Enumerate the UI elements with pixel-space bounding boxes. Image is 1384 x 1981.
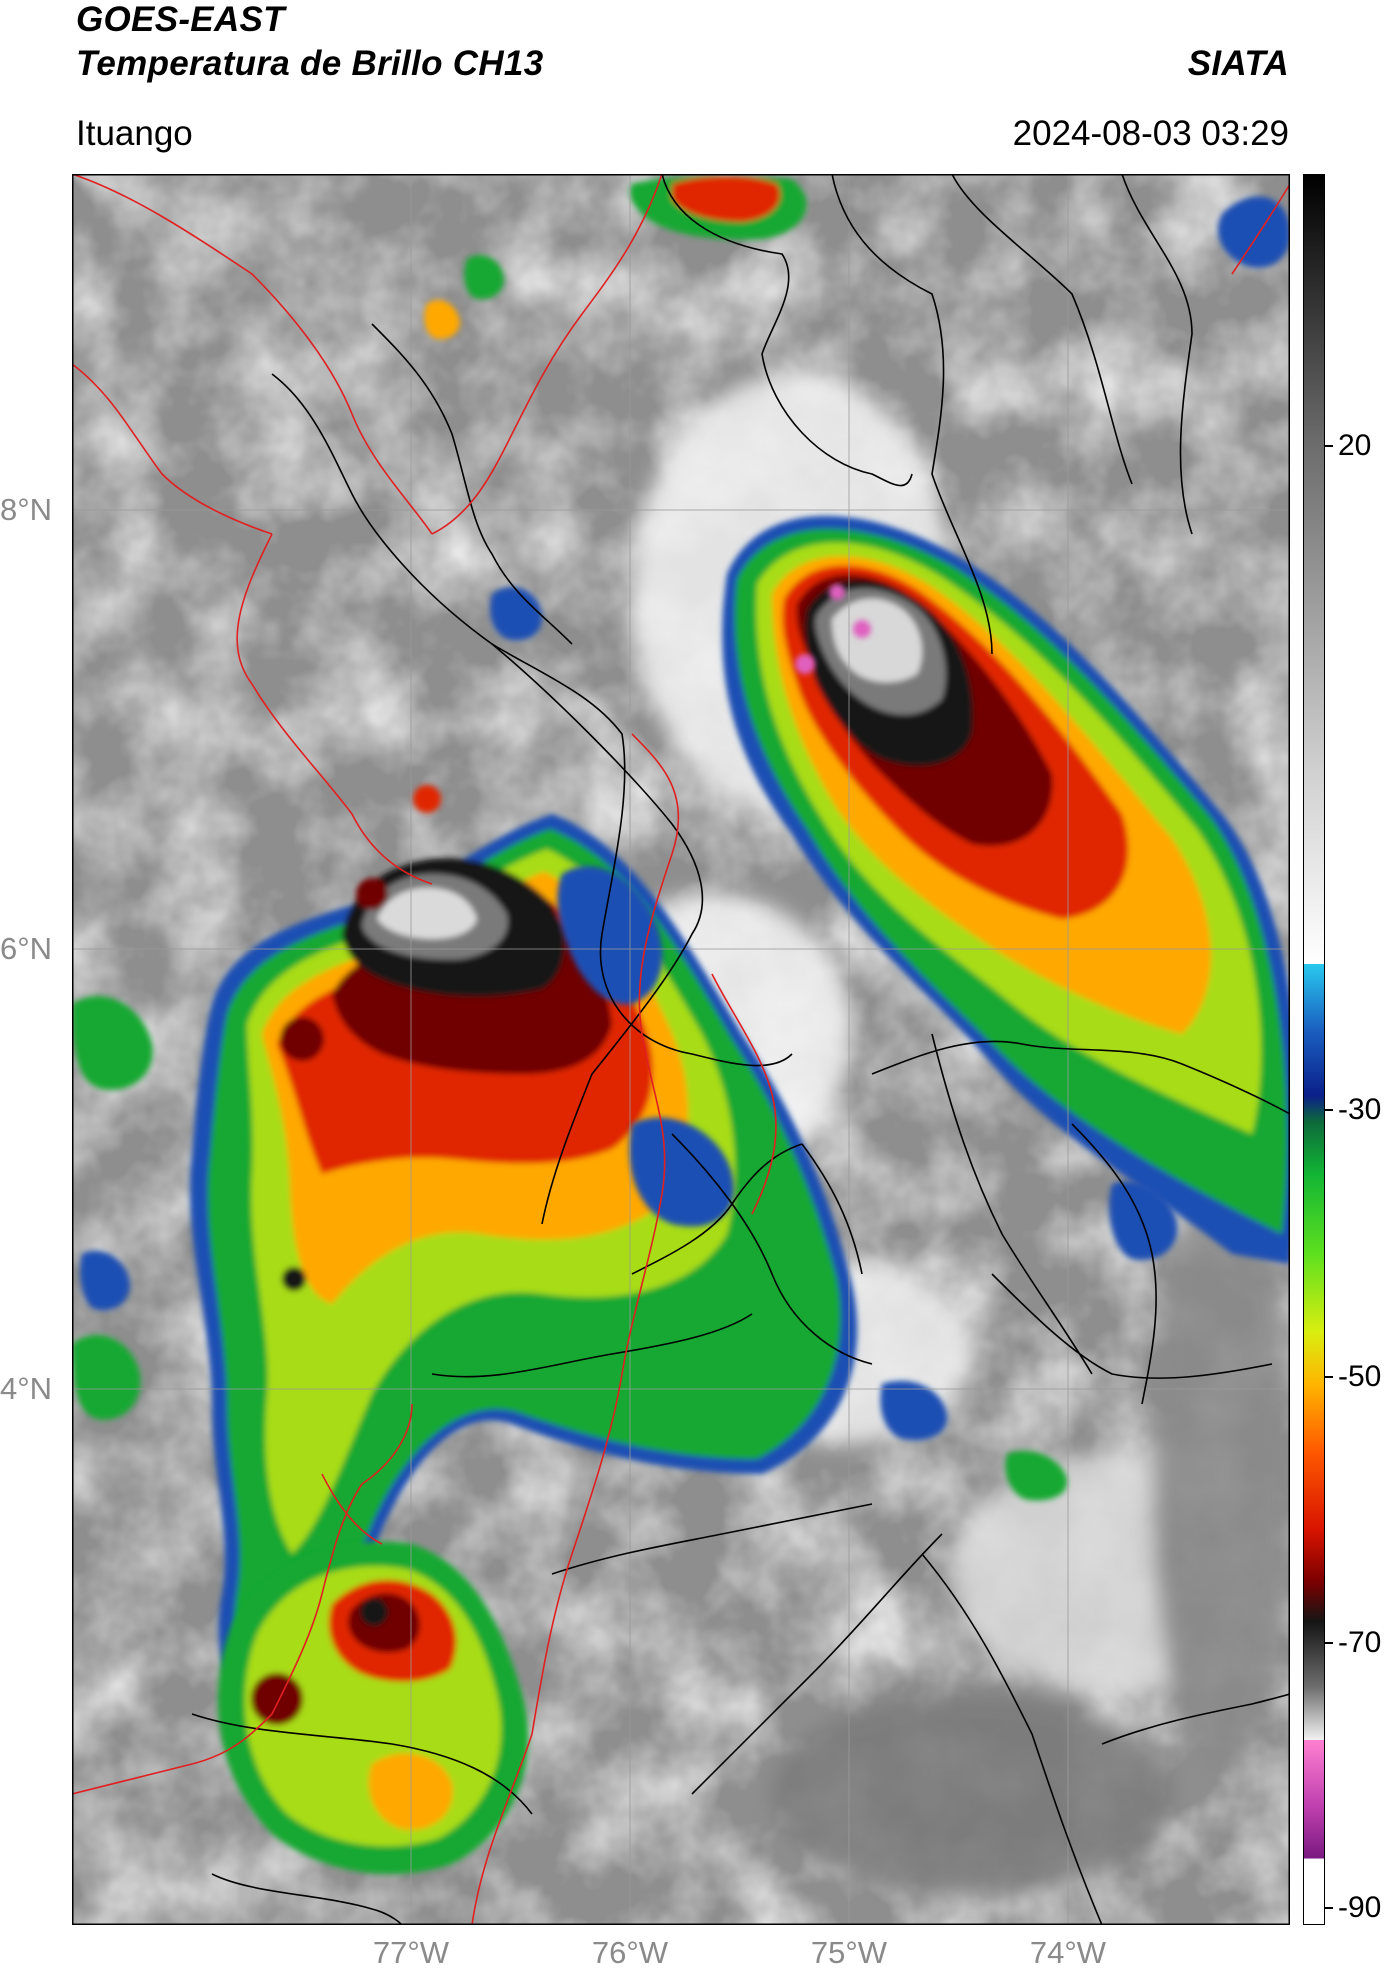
storm-cell-western: [189, 785, 858, 1734]
international-borders: [72, 174, 1290, 1925]
brightness-temperature-map: [72, 174, 1290, 1925]
colorbar-label-minus-90: -90: [1338, 1891, 1382, 1924]
organization-label: SIATA: [1187, 44, 1289, 83]
colorbar-label-minus-70: -70: [1338, 1626, 1382, 1659]
colorbar-label-20: 20: [1338, 429, 1372, 462]
lat-label-8n: 8°N: [0, 492, 53, 527]
departmental-borders: [191, 174, 1290, 1925]
graticule: [72, 174, 1290, 1925]
lat-label-6n: 6°N: [0, 931, 53, 966]
colorbar-label-minus-30: -30: [1338, 1093, 1382, 1126]
colorbar-tick-minus-90: [1325, 1907, 1333, 1909]
colorbar: [1303, 174, 1325, 1925]
lon-label-77w: 77°W: [372, 1935, 450, 1970]
lon-label-74w: 74°W: [1029, 1935, 1107, 1970]
satellite-map: [72, 174, 1290, 1925]
storm-cell-northeast: [722, 515, 1290, 1264]
product-title: Temperatura de Brillo CH13: [76, 44, 544, 83]
colorbar-tick-minus-70: [1325, 1642, 1333, 1644]
colorbar-tick-minus-50: [1325, 1376, 1333, 1378]
scattered-convection: [72, 175, 1290, 1501]
lon-label-75w: 75°W: [810, 1935, 888, 1970]
location-label: Ituango: [76, 114, 193, 153]
datetime-label: 2024-08-03 03:29: [1012, 114, 1289, 153]
colorbar-tick-20: [1325, 445, 1333, 447]
colorbar-label-minus-50: -50: [1338, 1360, 1382, 1393]
colorbar-tick-minus-30: [1325, 1109, 1333, 1111]
lat-label-4n: 4°N: [0, 1371, 53, 1406]
lon-label-76w: 76°W: [591, 1935, 669, 1970]
satellite-title: GOES-EAST: [76, 0, 285, 39]
map-frame: [72, 174, 1290, 1925]
